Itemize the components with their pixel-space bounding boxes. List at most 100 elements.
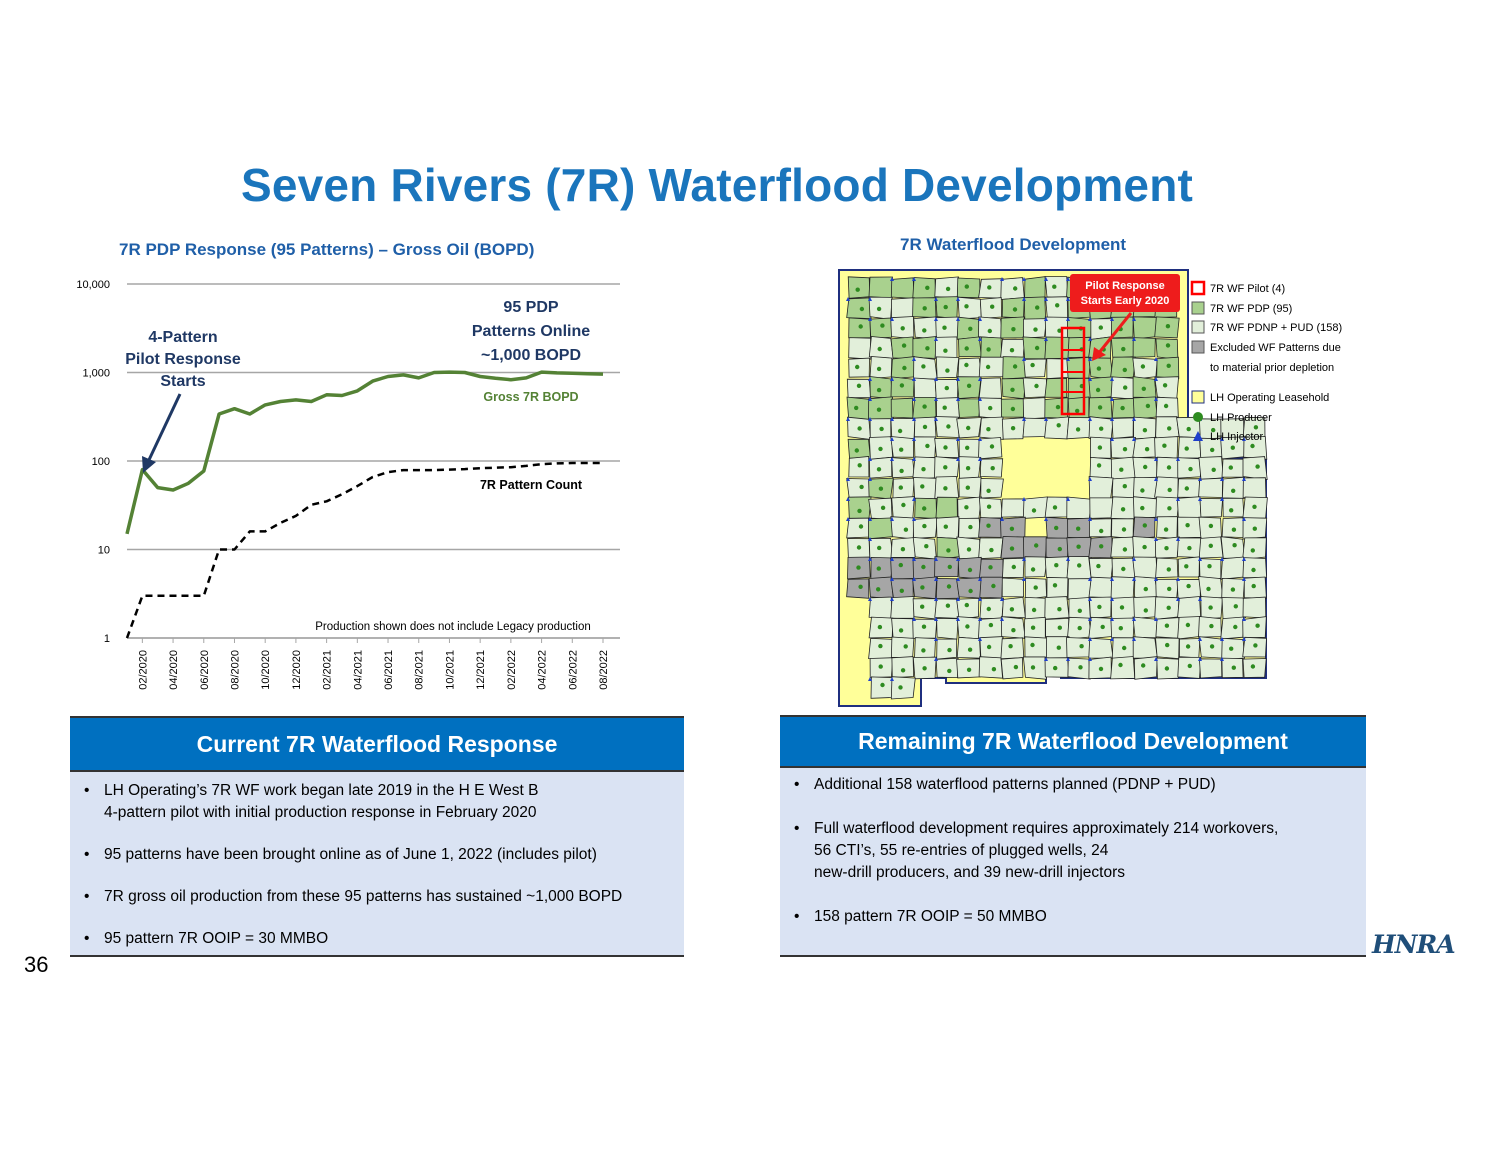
producer-well <box>1096 463 1102 468</box>
pattern-cell <box>935 657 959 679</box>
remaining-development-list: Additional 158 waterflood patterns plann… <box>780 768 1366 928</box>
injector-well <box>1066 297 1070 301</box>
pattern-cell <box>956 597 980 620</box>
x-tick-label: 10/2020 <box>260 650 272 690</box>
pattern-cell <box>1067 578 1092 600</box>
pilot-arrowhead <box>142 456 156 473</box>
producer-well <box>1250 443 1255 449</box>
producer-well <box>925 346 930 351</box>
pattern-cell <box>1132 316 1157 340</box>
injector-well <box>934 417 938 421</box>
producer-well <box>1013 286 1018 291</box>
producer-well <box>1077 563 1082 568</box>
producer-well <box>1012 364 1018 369</box>
producer-well <box>1119 467 1124 472</box>
injector-well <box>912 397 916 401</box>
pattern-cell <box>1110 576 1135 600</box>
producer-well <box>1100 624 1105 630</box>
injector-well <box>1022 297 1026 301</box>
injector-well <box>868 597 872 601</box>
injector-well <box>1000 517 1004 521</box>
injector-well <box>912 497 916 501</box>
pattern-cell <box>848 337 872 360</box>
pattern-cell <box>1198 477 1224 498</box>
pattern-cell <box>890 417 916 440</box>
remaining-development-heading: Remaining 7R Waterflood Development <box>780 715 1366 768</box>
injector-well <box>1154 537 1158 541</box>
producer-well <box>1187 545 1192 551</box>
producer-well <box>1121 566 1126 572</box>
pattern-cell <box>1024 636 1048 658</box>
producer-well <box>1142 523 1147 528</box>
producer-well <box>1141 386 1146 391</box>
injector-well <box>956 297 960 301</box>
producer-well <box>902 365 907 371</box>
producer-well <box>921 564 926 570</box>
pattern-cell <box>1110 656 1136 680</box>
producer-well <box>1252 526 1257 531</box>
injector-well <box>1110 377 1114 381</box>
producer-well <box>991 667 997 672</box>
pattern-cell <box>1132 337 1156 358</box>
injector-well <box>1110 417 1114 421</box>
injector-well <box>1242 617 1246 621</box>
pattern-cell <box>1088 376 1114 400</box>
producer-well <box>1031 508 1037 513</box>
pattern-cell <box>1022 536 1048 560</box>
legend-label: Excluded WF Patterns due to material prio… <box>1210 342 1341 374</box>
pattern-cell <box>1242 596 1267 619</box>
injector-well <box>846 417 850 421</box>
producer-well <box>854 405 859 411</box>
pattern-cell <box>1133 656 1158 680</box>
injector-well <box>1088 377 1092 381</box>
producer-well <box>1099 544 1104 549</box>
producer-well <box>1165 343 1171 348</box>
producer-well <box>943 445 948 450</box>
producer-well <box>1251 567 1256 573</box>
x-tick-label: 06/2021 <box>383 650 395 690</box>
producer-well <box>968 524 973 530</box>
producer-well <box>857 426 862 431</box>
producer-well <box>921 467 926 472</box>
pattern-cell <box>1024 276 1046 300</box>
producer-well <box>1207 564 1212 569</box>
producer-well <box>947 647 952 653</box>
pattern-cell <box>912 576 938 600</box>
chart-footnote: Production shown does not include Legacy… <box>315 621 591 633</box>
producer-well <box>857 463 862 468</box>
producer-well <box>1012 307 1018 312</box>
producer-well <box>946 548 951 553</box>
pattern-cell <box>1000 616 1026 639</box>
injector-well <box>868 457 872 461</box>
gross-oil-line <box>125 370 604 535</box>
producer-well <box>1162 443 1167 448</box>
producer-well <box>1013 664 1019 670</box>
pattern-cell <box>1132 436 1157 459</box>
pattern-cell <box>936 638 958 660</box>
producer-well <box>1206 586 1211 592</box>
producer-well <box>965 485 970 490</box>
pattern-cell <box>1242 477 1267 500</box>
pattern-cell <box>1046 358 1070 380</box>
producer-well <box>1011 327 1016 332</box>
producer-well <box>1255 623 1260 628</box>
injector-well <box>956 557 960 561</box>
x-tick-label: 12/2021 <box>475 650 487 690</box>
producer-well <box>1253 643 1258 648</box>
injector-well <box>890 597 894 601</box>
injector-well <box>978 397 982 401</box>
injector-well <box>868 517 872 521</box>
injector-well <box>912 277 916 281</box>
pattern-cell <box>934 598 960 619</box>
producer-well <box>1011 628 1016 633</box>
injector-well <box>912 357 916 361</box>
pattern-cell <box>1177 596 1202 619</box>
producer-well <box>1231 488 1236 493</box>
pattern-cell <box>979 576 1004 599</box>
injector-well <box>846 497 850 501</box>
pattern-cell <box>1220 536 1246 559</box>
pattern-cell <box>935 577 960 600</box>
legend-swatch <box>1191 320 1205 334</box>
producer-well <box>880 323 885 328</box>
injector-well <box>1000 597 1004 601</box>
